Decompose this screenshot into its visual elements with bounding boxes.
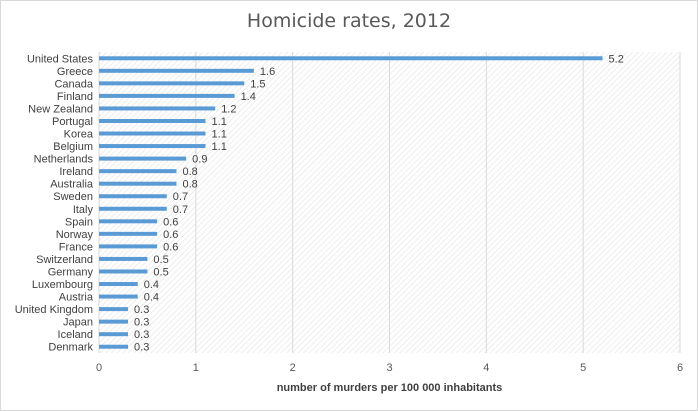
category-label: Iceland: [58, 329, 93, 341]
category-label: Norway: [56, 229, 94, 241]
x-tick-label: 1: [193, 362, 199, 374]
chart-title: Homicide rates, 2012: [246, 10, 452, 32]
category-label: New Zealand: [28, 103, 93, 115]
data-label: 1.6: [260, 66, 275, 78]
category-label: Netherlands: [34, 154, 94, 166]
x-tick-label: 4: [483, 362, 489, 374]
bar: [99, 118, 206, 123]
data-label: 0.6: [163, 241, 178, 253]
bar: [99, 344, 129, 349]
category-label: Denmark: [48, 342, 93, 354]
gridlines: [98, 52, 681, 353]
bar: [99, 169, 177, 174]
category-label: Sweden: [53, 191, 93, 203]
data-label: 0.5: [153, 254, 168, 266]
x-tick-label: 2: [290, 362, 296, 374]
data-label: 1.1: [212, 141, 227, 153]
bar: [99, 282, 138, 287]
x-tick-label: 0: [96, 362, 102, 374]
bars: [99, 56, 603, 349]
bar: [99, 256, 148, 261]
data-label: 0.7: [173, 204, 188, 216]
bar: [99, 81, 245, 86]
bar: [99, 269, 148, 274]
category-label: Canada: [54, 78, 93, 90]
category-label: Finland: [57, 91, 93, 103]
data-label: 0.8: [182, 179, 197, 191]
x-axis-title: number of murders per 100 000 inhabitant…: [277, 382, 503, 394]
data-label: 0.3: [134, 342, 149, 354]
data-label: 0.3: [134, 329, 149, 341]
category-label: Ireland: [59, 166, 93, 178]
data-label: 5.2: [609, 53, 624, 65]
bar: [99, 294, 138, 299]
bar: [99, 194, 167, 199]
bar: [99, 206, 167, 211]
category-label: Greece: [57, 66, 93, 78]
category-label: Italy: [73, 204, 94, 216]
data-label: 1.1: [212, 116, 227, 128]
data-label: 0.8: [182, 166, 197, 178]
bar: [99, 181, 177, 186]
category-label: France: [59, 241, 93, 253]
data-label: 1.2: [221, 103, 236, 115]
bar: [99, 156, 187, 161]
bar: [99, 219, 158, 224]
data-label: 0.6: [163, 216, 178, 228]
x-tick-label: 3: [386, 362, 392, 374]
bar: [99, 332, 129, 337]
category-label: Austria: [59, 292, 94, 304]
data-label: 0.3: [134, 317, 149, 329]
category-label: United Kingdom: [15, 304, 93, 316]
data-label: 1.4: [241, 91, 256, 103]
category-label: Switzerland: [36, 254, 93, 266]
data-label: 0.7: [173, 191, 188, 203]
bar: [99, 307, 129, 312]
bar: [99, 93, 235, 98]
data-label: 0.4: [144, 279, 159, 291]
category-label: Australia: [50, 179, 94, 191]
data-label: 0.9: [192, 154, 207, 166]
bar: [99, 68, 254, 73]
value-labels: 5.21.61.51.41.21.11.11.10.90.80.80.70.70…: [134, 53, 624, 353]
category-label: Japan: [63, 317, 93, 329]
data-label: 0.3: [134, 304, 149, 316]
data-label: 0.6: [163, 229, 178, 241]
x-axis-ticks: 0 1 2 3 4 5 6: [96, 362, 683, 374]
bar: [99, 319, 129, 324]
category-label: Spain: [65, 216, 93, 228]
category-label: United States: [27, 53, 94, 65]
x-tick-label: 5: [580, 362, 586, 374]
bar: [99, 144, 206, 149]
bar: [99, 56, 603, 61]
data-label: 1.1: [212, 129, 227, 141]
data-label: 0.5: [153, 266, 168, 278]
bar: [99, 106, 216, 111]
bar: [99, 231, 158, 236]
data-label: 0.4: [144, 292, 159, 304]
category-label: Portugal: [52, 116, 93, 128]
category-label: Germany: [48, 266, 94, 278]
bar: [99, 244, 158, 249]
category-label: Belgium: [53, 141, 93, 153]
category-label: Luxembourg: [32, 279, 93, 291]
category-label: Korea: [64, 129, 94, 141]
data-label: 1.5: [250, 78, 265, 90]
x-tick-label: 6: [677, 362, 683, 374]
bar: [99, 131, 206, 136]
